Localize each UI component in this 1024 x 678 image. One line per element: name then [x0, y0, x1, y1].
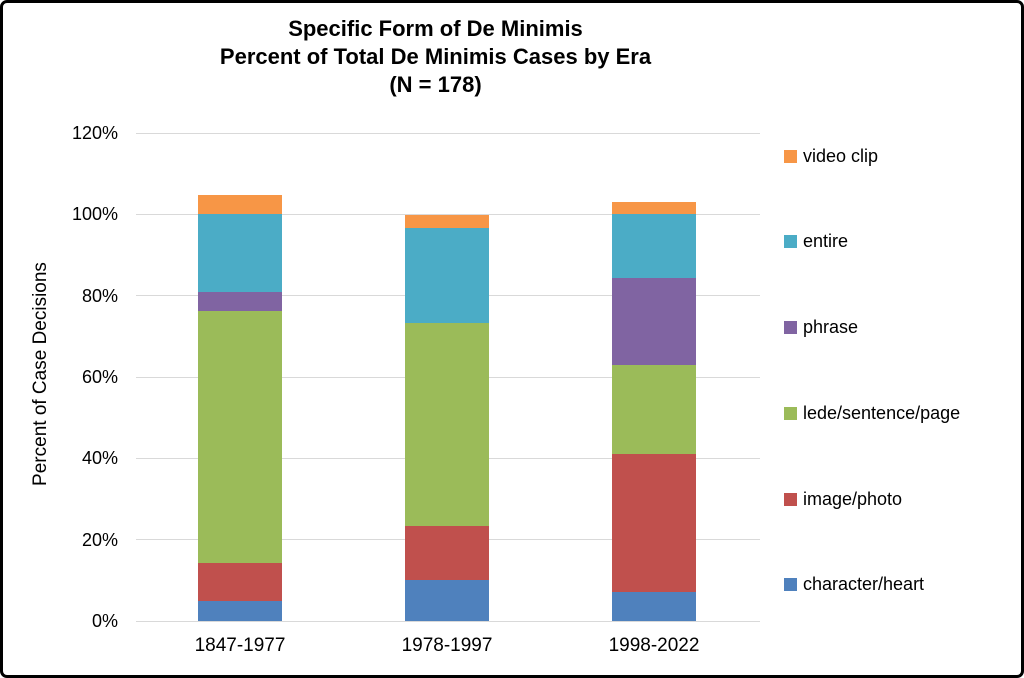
y-tick-label-40: 40% — [81, 448, 118, 469]
y-tick-label-80: 80% — [81, 285, 118, 306]
legend-item-entire: entire — [784, 230, 994, 254]
legend-item-lede-sentence-page: lede/sentence/page — [784, 401, 994, 425]
y-tick-label-20: 20% — [81, 529, 118, 550]
legend: video clip entire phrase lede/sentence/page… — [784, 144, 994, 597]
segment-entire-1847-1977 — [198, 214, 282, 292]
bar-1978-1997 — [405, 133, 489, 621]
segment-image-photo-1998-2022 — [612, 454, 696, 593]
legend-label: lede/sentence/page — [803, 402, 961, 423]
segment-lede-sentence-page-1998-2022 — [612, 364, 696, 455]
segment-lede-sentence-page-1978-1997 — [405, 322, 489, 527]
segment-phrase-1998-2022 — [612, 278, 696, 365]
bar-1847-1977 — [198, 133, 282, 621]
legend-label: video clip — [803, 145, 879, 166]
legend-swatch-icon — [784, 492, 797, 506]
legend-item-image-photo: image/photo — [784, 487, 994, 511]
segment-image-photo-1978-1997 — [405, 526, 489, 581]
segment-character-heart-1847-1977 — [198, 601, 282, 621]
legend-swatch-icon — [784, 321, 797, 335]
x-axis-label-1978-1997: 1978-1997 — [401, 635, 493, 656]
gridline-100 — [136, 213, 760, 215]
legend-swatch-icon — [784, 235, 797, 249]
legend-item-phrase: phrase — [784, 316, 994, 340]
legend-label: image/photo — [803, 488, 903, 509]
legend-label: character/heart — [803, 574, 925, 595]
x-axis-label-1847-1977: 1847-1977 — [194, 635, 286, 656]
segment-video-clip-1998-2022 — [612, 201, 696, 215]
segment-character-heart-1978-1997 — [405, 580, 489, 621]
y-tick-label-120: 120% — [71, 123, 118, 143]
y-tick-label-60: 60% — [81, 367, 118, 387]
segment-lede-sentence-page-1847-1977 — [198, 311, 282, 563]
chart-title-line-2: Percent of Total De Minimis Cases by Era — [219, 44, 652, 69]
chart-title: Specific Form of De Minimis Percent of T… — [123, 15, 748, 99]
segment-phrase-1847-1977 — [198, 291, 282, 312]
legend-label: entire — [803, 231, 849, 252]
segment-entire-1998-2022 — [612, 214, 696, 279]
plot-area — [136, 132, 760, 622]
legend-item-video-clip: video clip — [784, 144, 994, 168]
gridline-0 — [136, 620, 760, 622]
chart-title-line-1: Specific Form of De Minimis — [288, 16, 583, 41]
legend-swatch-icon — [784, 149, 797, 163]
gridline-120 — [136, 132, 760, 134]
bar-1998-2022 — [612, 133, 696, 621]
x-axis-label-1998-2022: 1998-2022 — [608, 635, 700, 656]
segment-entire-1978-1997 — [405, 228, 489, 323]
legend-label: phrase — [803, 317, 859, 338]
y-tick-label-0: 0% — [91, 611, 118, 631]
y-tick-label-100: 100% — [71, 204, 118, 225]
legend-item-character-heart: character/heart — [784, 573, 994, 597]
segment-video-clip-1847-1977 — [198, 194, 282, 215]
segment-video-clip-1978-1997 — [405, 214, 489, 229]
chart-title-line-3: (N = 178) — [389, 72, 482, 97]
legend-swatch-icon — [784, 406, 797, 420]
segment-character-heart-1998-2022 — [612, 592, 696, 621]
segment-image-photo-1847-1977 — [198, 562, 282, 602]
legend-swatch-icon — [784, 578, 797, 592]
